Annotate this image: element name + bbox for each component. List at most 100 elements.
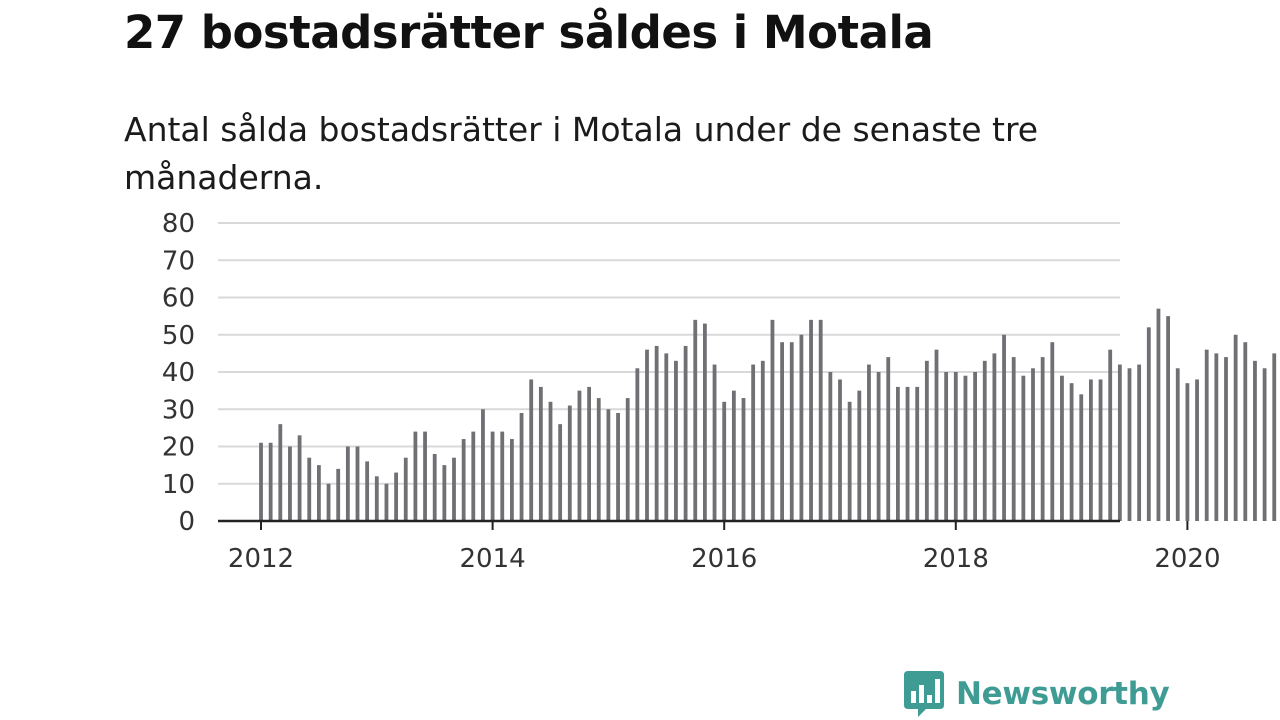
bar: [500, 431, 505, 521]
x-tick-label: 2012: [228, 544, 294, 574]
gridlines: [218, 222, 1120, 485]
bar: [809, 319, 813, 521]
y-tick-label: 30: [162, 395, 195, 425]
bar: [867, 364, 871, 521]
bar: [886, 357, 891, 521]
bar: [973, 372, 977, 521]
bar: [461, 439, 466, 521]
bar: [760, 360, 765, 521]
bar: [683, 345, 688, 521]
bar: [259, 442, 263, 521]
bar: [847, 401, 852, 521]
bar: [577, 390, 582, 521]
bar: [1156, 308, 1161, 521]
bar: [288, 446, 292, 521]
bar: [365, 461, 370, 521]
chart-subtitle: Antal sålda bostadsrätter i Motala under…: [124, 110, 1039, 197]
bar: [1253, 360, 1257, 521]
bar-chart-speech-icon: [904, 671, 944, 717]
y-tick-label: 40: [162, 358, 195, 388]
bar: [944, 372, 949, 521]
bar: [278, 424, 283, 521]
bar: [896, 386, 900, 521]
bar: [1060, 375, 1064, 521]
bar: [1127, 368, 1132, 521]
bar: [403, 457, 408, 521]
bar: [1031, 368, 1035, 521]
bar: [268, 442, 273, 521]
bar: [905, 386, 910, 521]
bar: [442, 465, 447, 521]
bar: [452, 457, 456, 521]
bar: [645, 349, 649, 521]
bar: [1243, 342, 1248, 521]
bar: [828, 372, 833, 521]
bar: [317, 465, 321, 521]
y-tick-label: 10: [162, 470, 195, 500]
bar: [789, 342, 794, 521]
y-tick-label: 20: [162, 433, 195, 463]
bar: [799, 334, 804, 521]
bar: [992, 353, 997, 521]
brand-name: Newsworthy: [956, 676, 1170, 712]
bar: [510, 439, 514, 521]
bar: [481, 409, 485, 521]
bar: [297, 435, 302, 521]
bar: [625, 398, 630, 521]
bar: [693, 319, 698, 521]
chart-title: 27 bostadsrätter såldes i Motala: [124, 6, 934, 59]
bar: [1272, 353, 1277, 521]
bar: [703, 323, 707, 521]
bar: [1166, 316, 1170, 521]
bar: [953, 372, 958, 521]
bar: [548, 401, 553, 521]
bar: [423, 431, 427, 521]
bar: [1224, 357, 1228, 521]
x-tick-label: 2016: [691, 544, 757, 574]
newsworthy-logo: Newsworthy: [902, 668, 1170, 720]
bar: [1175, 368, 1180, 521]
bar: [1137, 364, 1142, 521]
bar: [635, 368, 640, 521]
bar: [1079, 394, 1084, 521]
bar: [596, 398, 601, 521]
x-axis-ticks: 20122014201620182020202220242026: [228, 521, 1220, 574]
bar: [1021, 375, 1026, 521]
bar: [1195, 379, 1199, 521]
bar: [606, 409, 611, 521]
bar: [1050, 342, 1055, 521]
bar: [1040, 357, 1045, 521]
bar: [307, 457, 312, 521]
bar: [1262, 368, 1267, 521]
bar: [413, 431, 418, 521]
x-tick-label: 2014: [460, 544, 526, 574]
bar: [616, 412, 620, 521]
y-axis-ticks: 0 10 20 30 40 50 60 70 80: [162, 209, 195, 537]
bar: [674, 360, 678, 521]
x-tick-label: 2018: [923, 544, 989, 574]
y-tick-label: 0: [178, 507, 195, 537]
bar: [731, 390, 736, 521]
bar: [1146, 327, 1151, 521]
bar: [1098, 379, 1103, 521]
bar: [1117, 364, 1122, 521]
bars: [259, 308, 1277, 521]
bar: [529, 379, 534, 521]
bar: [1204, 349, 1209, 521]
y-tick-label: 70: [162, 246, 195, 276]
bar: [1089, 379, 1093, 521]
bar: [876, 372, 881, 521]
x-tick-label: 2020: [1154, 544, 1220, 574]
bar: [1011, 357, 1016, 521]
bar: [857, 390, 862, 521]
bar: [934, 349, 939, 521]
bar: [1214, 353, 1219, 521]
bar: [336, 468, 341, 521]
bar: [490, 431, 495, 521]
bar: [780, 342, 784, 521]
bar: [838, 379, 842, 521]
bar: [345, 446, 350, 521]
bar: [712, 364, 717, 521]
bar: [664, 353, 669, 521]
bar: [818, 319, 823, 521]
